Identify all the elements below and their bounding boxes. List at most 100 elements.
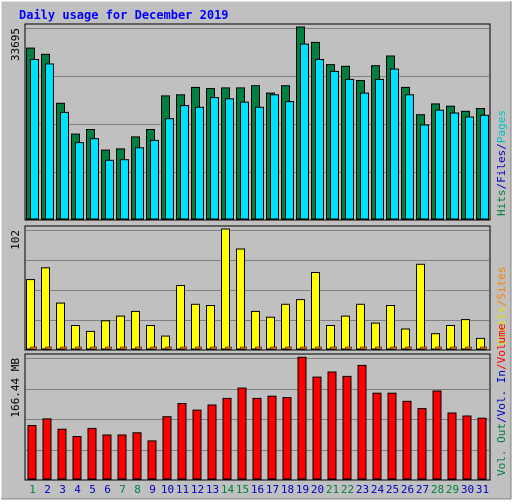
x-tick-label: 10 bbox=[161, 483, 174, 496]
bar-visits-day-19 bbox=[296, 299, 305, 350]
bar-volume-day-17 bbox=[267, 395, 277, 480]
x-tick-label: 11 bbox=[176, 483, 189, 496]
bar-sites-day-9 bbox=[150, 346, 157, 350]
bar-files-day-23 bbox=[360, 92, 369, 220]
bar-files-day-2 bbox=[45, 63, 54, 220]
x-tick-label: 7 bbox=[119, 483, 126, 496]
bar-volume-day-24 bbox=[372, 392, 382, 480]
x-tick-label: 8 bbox=[134, 483, 141, 496]
bar-visits-day-2 bbox=[41, 267, 50, 350]
legend-entry: / bbox=[495, 300, 508, 307]
bar-sites-day-8 bbox=[135, 346, 142, 350]
bar-sites-day-19 bbox=[300, 346, 307, 350]
bar-volume-day-28 bbox=[432, 390, 442, 480]
bar-files-day-11 bbox=[180, 105, 189, 220]
legend-entry: Volume bbox=[495, 324, 508, 364]
bar-visits-day-28 bbox=[431, 333, 440, 350]
bar-files-day-16 bbox=[255, 106, 264, 220]
bar-sites-day-14 bbox=[225, 346, 232, 350]
bar-volume-day-30 bbox=[462, 415, 472, 480]
bar-sites-day-16 bbox=[255, 346, 262, 350]
bar-volume-day-31 bbox=[477, 417, 487, 480]
bar-volume-day-2 bbox=[42, 418, 52, 480]
bar-sites-day-12 bbox=[195, 346, 202, 350]
bar-sites-day-17 bbox=[270, 346, 277, 350]
bar-volume-day-3 bbox=[57, 428, 67, 480]
panel-visits: 102 bbox=[9, 225, 491, 351]
scale-label-requests: 33695 bbox=[9, 28, 22, 61]
bar-files-day-19 bbox=[300, 43, 309, 220]
bar-volume-day-25 bbox=[387, 392, 397, 480]
bar-volume-day-22 bbox=[342, 375, 352, 480]
bar-files-day-27 bbox=[420, 124, 429, 220]
legend-entry: / bbox=[495, 143, 508, 150]
x-tick-label: 17 bbox=[266, 483, 279, 496]
bar-files-day-10 bbox=[165, 118, 174, 220]
bar-volume-day-10 bbox=[162, 416, 172, 480]
bar-visits-day-6 bbox=[101, 320, 110, 350]
x-tick-label: 3 bbox=[59, 483, 66, 496]
bar-sites-day-13 bbox=[210, 346, 217, 350]
bar-visits-day-29 bbox=[446, 325, 455, 350]
bar-sites-day-21 bbox=[330, 346, 337, 350]
legend-entry: Pages bbox=[495, 110, 508, 143]
x-tick-label: 31 bbox=[476, 483, 489, 496]
bar-files-day-24 bbox=[375, 78, 384, 220]
x-tick-label: 5 bbox=[89, 483, 96, 496]
bar-volume-day-8 bbox=[132, 432, 142, 480]
bar-sites-day-2 bbox=[45, 346, 52, 350]
bar-volume-day-26 bbox=[402, 400, 412, 480]
bar-volume-day-27 bbox=[417, 408, 427, 480]
legend-entry: / bbox=[495, 363, 508, 370]
x-tick-label: 15 bbox=[236, 483, 249, 496]
bar-files-day-7 bbox=[120, 159, 129, 220]
bar-visits-day-21 bbox=[326, 325, 335, 350]
legend-volume: Vol. Out/Vol. In/Volume bbox=[495, 324, 508, 476]
x-tick-label: 23 bbox=[356, 483, 369, 496]
x-tick-label: 6 bbox=[104, 483, 111, 496]
x-tick-label: 14 bbox=[221, 483, 235, 496]
bar-sites-day-31 bbox=[480, 346, 487, 350]
bar-visits-day-17 bbox=[266, 316, 275, 350]
bar-visits-day-25 bbox=[386, 305, 395, 350]
bar-visits-day-9 bbox=[146, 325, 155, 350]
x-tick-label: 4 bbox=[74, 483, 81, 496]
x-tick-label: 28 bbox=[431, 483, 444, 496]
bar-sites-day-10 bbox=[165, 346, 172, 350]
bar-files-day-15 bbox=[240, 101, 249, 220]
bar-volume-day-21 bbox=[327, 371, 337, 480]
bar-volume-day-6 bbox=[102, 434, 112, 480]
panel-volume: 166.44 MB bbox=[9, 353, 491, 481]
bar-visits-day-8 bbox=[131, 310, 140, 350]
bar-sites-day-28 bbox=[435, 346, 442, 350]
bar-sites-day-22 bbox=[345, 346, 352, 350]
bar-visits-day-18 bbox=[281, 303, 290, 350]
x-tick-label: 25 bbox=[386, 483, 399, 496]
bar-volume-day-29 bbox=[447, 412, 457, 480]
bar-sites-day-27 bbox=[420, 346, 427, 350]
bar-visits-day-20 bbox=[311, 272, 320, 350]
bar-visits-day-22 bbox=[341, 315, 350, 350]
bar-files-day-30 bbox=[465, 116, 474, 220]
bar-volume-day-20 bbox=[312, 376, 322, 480]
chart-title: Daily usage for December 2019 bbox=[19, 8, 229, 22]
bar-volume-day-7 bbox=[117, 434, 127, 480]
bar-sites-day-26 bbox=[405, 346, 412, 350]
bar-visits-day-5 bbox=[86, 330, 95, 350]
bar-volume-day-14 bbox=[222, 397, 232, 480]
bar-files-day-29 bbox=[450, 112, 459, 220]
legend-entry: / bbox=[495, 183, 508, 190]
bar-volume-day-5 bbox=[87, 427, 97, 480]
x-tick-label: 24 bbox=[371, 483, 385, 496]
x-tick-label: 21 bbox=[326, 483, 339, 496]
bar-sites-day-11 bbox=[180, 346, 187, 350]
bar-visits-day-7 bbox=[116, 315, 125, 350]
legend-entry: Vol. Out bbox=[495, 423, 508, 476]
bar-sites-day-3 bbox=[60, 346, 67, 350]
x-tick-label: 13 bbox=[206, 483, 219, 496]
bar-files-day-5 bbox=[90, 138, 99, 220]
bar-sites-day-1 bbox=[30, 346, 37, 350]
legend-visits: Visits/Sites bbox=[495, 267, 508, 347]
bar-visits-day-23 bbox=[356, 303, 365, 350]
